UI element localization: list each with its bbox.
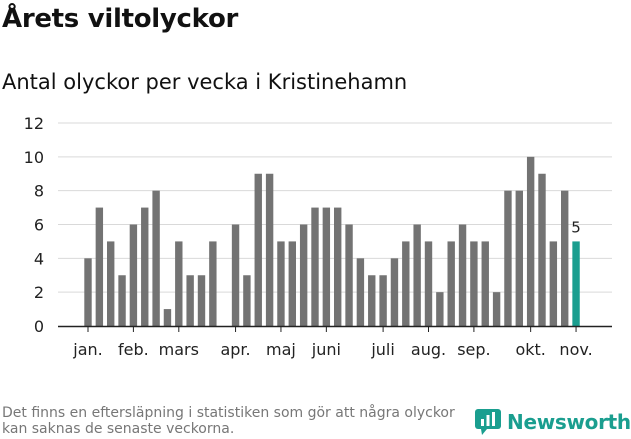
y-tick-label: 6: [34, 216, 44, 235]
bar: [424, 241, 433, 326]
chart-subtitle: Antal olyckor per vecka i Kristinehamn: [2, 70, 408, 94]
y-tick-label: 10: [24, 148, 44, 167]
bar: [299, 224, 308, 326]
bar: [561, 190, 569, 326]
bar: [458, 224, 467, 326]
bar: [311, 207, 319, 326]
x-tick-label: okt.: [515, 340, 545, 359]
bar: [402, 241, 410, 326]
bar: [163, 309, 172, 326]
bar: [538, 173, 546, 326]
y-tick-label: 2: [34, 283, 44, 302]
bar: [152, 190, 160, 326]
bar: [141, 207, 149, 326]
bar: [129, 224, 138, 326]
bar: [345, 224, 353, 326]
bar: [447, 241, 455, 326]
bar: [243, 275, 251, 326]
highlight-data-label: 5: [571, 218, 581, 236]
bar: [515, 190, 523, 326]
bar: [492, 292, 501, 326]
bar-chart: 0 2 4 6 8 10 12 jan. feb. mars apr. maj juni juli aug…: [24, 114, 612, 359]
bar: [175, 241, 183, 326]
y-tick-label: 0: [34, 317, 44, 336]
bar: [322, 207, 331, 326]
chart-title: Årets viltolyckor: [2, 4, 239, 34]
bars: [84, 156, 580, 326]
x-tick-label: jan.: [72, 340, 102, 359]
bar: [356, 258, 365, 326]
x-tick-label: apr.: [220, 340, 250, 359]
bar: [368, 275, 376, 326]
data-labels: 5: [571, 218, 581, 236]
bar: [504, 190, 512, 326]
bar: [118, 275, 126, 326]
x-tick-label: juni: [311, 340, 341, 359]
bar: [209, 241, 217, 326]
bar: [549, 241, 558, 326]
bar: [572, 241, 580, 326]
bar: [334, 207, 342, 326]
newsworthy-logo-icon: [475, 409, 501, 435]
footnote: Det finns en eftersläpning i statistiken…: [2, 405, 455, 437]
x-tick-label: feb.: [118, 340, 149, 359]
bar: [254, 173, 262, 326]
bar: [481, 241, 489, 326]
bar: [436, 292, 444, 326]
y-tick-label: 8: [34, 182, 44, 201]
x-tick-label: sep.: [457, 340, 490, 359]
x-tick-label: nov.: [559, 340, 592, 359]
y-tick-labels: 0 2 4 6 8 10 12: [24, 114, 44, 336]
x-tick-label: juli: [370, 340, 394, 359]
bar: [265, 173, 274, 326]
bar: [526, 156, 535, 326]
bar: [470, 241, 478, 326]
y-tick-label: 12: [24, 114, 44, 133]
bar: [95, 207, 104, 326]
bar: [231, 224, 240, 326]
bar: [277, 241, 285, 326]
y-tick-label: 4: [34, 249, 44, 268]
bar: [413, 224, 421, 326]
brand-name: Newsworthy: [507, 410, 631, 434]
x-tick-label: aug.: [411, 340, 446, 359]
bar: [84, 258, 92, 326]
bar: [107, 241, 115, 326]
x-axis: jan. feb. mars apr. maj juni juli aug. sep. okt. n…: [58, 325, 612, 359]
brand-logo: Newsworthy: [475, 407, 631, 437]
x-tick-label: maj: [266, 340, 296, 359]
bar: [186, 275, 194, 326]
bar: [288, 241, 296, 326]
x-tick-label: mars: [159, 340, 199, 359]
bar: [379, 275, 387, 326]
bar: [390, 258, 399, 326]
bar: [197, 275, 206, 326]
